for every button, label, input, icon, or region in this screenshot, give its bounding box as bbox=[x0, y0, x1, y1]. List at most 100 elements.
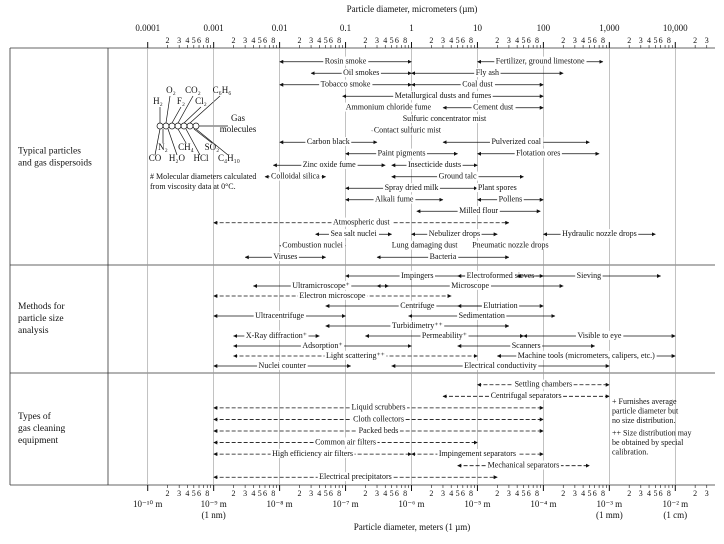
range-label: Fly ash bbox=[476, 68, 499, 77]
minor-tick-label: 5 bbox=[587, 489, 591, 498]
label-background bbox=[290, 280, 352, 290]
range-label: Atmospheric dust bbox=[333, 218, 390, 227]
label-background bbox=[319, 79, 373, 89]
label-background bbox=[471, 102, 516, 112]
range-label: High efficiency air filters bbox=[272, 449, 353, 458]
range-label: Scanners bbox=[512, 341, 541, 350]
label-background bbox=[324, 350, 387, 360]
range-label: Electroformed sieves bbox=[467, 271, 535, 280]
minor-tick-label: 5 bbox=[653, 489, 657, 498]
range-label: Pneumatic nozzle drops bbox=[472, 241, 548, 250]
label-background bbox=[305, 137, 352, 147]
minor-tick-label: 4 bbox=[383, 489, 387, 498]
minor-tick-label: 8 bbox=[403, 36, 407, 45]
molecule-label: O₂ bbox=[166, 85, 176, 95]
section-label: gas cleaning bbox=[18, 424, 65, 434]
label-background bbox=[427, 229, 482, 239]
minor-tick-label: 5 bbox=[390, 36, 394, 45]
range-label: Zinc oxide fume bbox=[303, 160, 356, 169]
minor-tick-label: 5 bbox=[192, 489, 196, 498]
minor-tick-label: 2 bbox=[627, 36, 631, 45]
minor-tick-label: 3 bbox=[243, 36, 247, 45]
molecule-label: # Molecular diameters calculated bbox=[150, 172, 256, 181]
label-background bbox=[244, 330, 309, 340]
minor-tick-label: 6 bbox=[461, 489, 465, 498]
bottom-tick-label: 10⁻⁶ m bbox=[398, 499, 424, 509]
range-label: Packed beds bbox=[359, 426, 399, 435]
minor-tick-label: 3 bbox=[243, 489, 247, 498]
label-background bbox=[376, 148, 427, 158]
range-label: Visible to eye bbox=[577, 331, 621, 340]
range-label: Insecticide dusts bbox=[408, 160, 461, 169]
range-label: Pulverized coal bbox=[491, 137, 541, 146]
label-background bbox=[476, 183, 519, 193]
minor-tick-label: 6 bbox=[659, 489, 663, 498]
section-label: and gas dispersoids bbox=[18, 159, 92, 169]
label-background bbox=[390, 240, 460, 250]
label-background bbox=[457, 206, 500, 216]
label-background bbox=[399, 270, 436, 280]
molecule-label: H₂ bbox=[153, 96, 163, 106]
molecule-label: F₂ bbox=[177, 96, 185, 106]
label-background bbox=[513, 379, 574, 389]
label-background bbox=[372, 125, 444, 135]
molecule-label: CH₄ bbox=[178, 142, 194, 152]
molecule-label: molecules bbox=[220, 124, 257, 134]
label-background bbox=[357, 425, 400, 435]
minor-tick-label: 4 bbox=[581, 36, 585, 45]
minor-tick-label: 3 bbox=[639, 36, 643, 45]
label-background bbox=[344, 102, 434, 112]
minor-tick-label: 3 bbox=[573, 36, 577, 45]
minor-tick-label: 2 bbox=[561, 36, 565, 45]
minor-tick-label: 6 bbox=[461, 36, 465, 45]
range-label: Spray dried milk bbox=[385, 183, 439, 192]
label-background bbox=[323, 56, 369, 66]
range-label: Electrical conductivity bbox=[464, 361, 537, 370]
range-label: Light scattering⁺⁺ bbox=[326, 351, 385, 360]
minor-tick-label: 6 bbox=[263, 36, 267, 45]
molecule-label: HCl bbox=[193, 153, 209, 163]
label-background bbox=[516, 350, 657, 360]
minor-tick-label: 2 bbox=[429, 36, 433, 45]
range-label: Impingers bbox=[401, 271, 433, 280]
minor-tick-label: 6 bbox=[593, 36, 597, 45]
range-label: Cement dust bbox=[473, 103, 514, 112]
range-label: Centrifuge bbox=[400, 301, 435, 310]
minor-tick-label: 8 bbox=[271, 36, 275, 45]
minor-tick-label: 2 bbox=[693, 36, 697, 45]
minor-tick-label: 5 bbox=[522, 489, 526, 498]
label-background bbox=[390, 320, 445, 330]
range-label: Sieving bbox=[577, 271, 601, 280]
range-label: Centrifugal separators bbox=[491, 391, 562, 400]
range-label: Contact sulfuric mist bbox=[374, 126, 442, 135]
range-label: Paint pigments bbox=[378, 149, 426, 158]
range-label: Electron microscope bbox=[299, 291, 365, 300]
bottom-tick-label: 10⁻⁷ m bbox=[332, 499, 358, 509]
section-label: Methods for bbox=[18, 301, 66, 312]
label-background bbox=[341, 68, 381, 78]
range-label: Machine tools (micrometers, calipers, et… bbox=[518, 351, 655, 360]
minor-tick-label: 8 bbox=[535, 489, 539, 498]
minor-tick-label: 8 bbox=[205, 36, 209, 45]
molecule-label: from viscosity data at 0°C. bbox=[150, 182, 236, 191]
minor-tick-label: 8 bbox=[337, 489, 341, 498]
minor-tick-label: 2 bbox=[166, 489, 170, 498]
footnote: no size distribution. bbox=[612, 416, 675, 425]
range-label: Ground talc bbox=[439, 172, 477, 181]
top-tick-label: 10,000 bbox=[663, 23, 688, 33]
top-tick-label: 0.1 bbox=[340, 23, 351, 33]
top-tick-label: 0.001 bbox=[204, 23, 224, 33]
minor-tick-label: 3 bbox=[309, 489, 313, 498]
minor-tick-label: 6 bbox=[395, 489, 399, 498]
range-label: Combustion nuclei bbox=[282, 241, 343, 250]
minor-tick-label: 5 bbox=[456, 489, 460, 498]
label-background bbox=[575, 270, 603, 280]
label-background bbox=[470, 240, 551, 250]
minor-tick-label: 3 bbox=[573, 489, 577, 498]
range-label: Flotation ores bbox=[516, 149, 560, 158]
bottom-axis-title: Particle diameter, meters (1 µm) bbox=[354, 522, 471, 532]
minor-tick-label: 2 bbox=[627, 489, 631, 498]
minor-tick-label: 2 bbox=[561, 489, 565, 498]
bottom-tick-label: 10⁻⁵ m bbox=[464, 499, 490, 509]
molecule-label: H₂O bbox=[169, 153, 186, 163]
